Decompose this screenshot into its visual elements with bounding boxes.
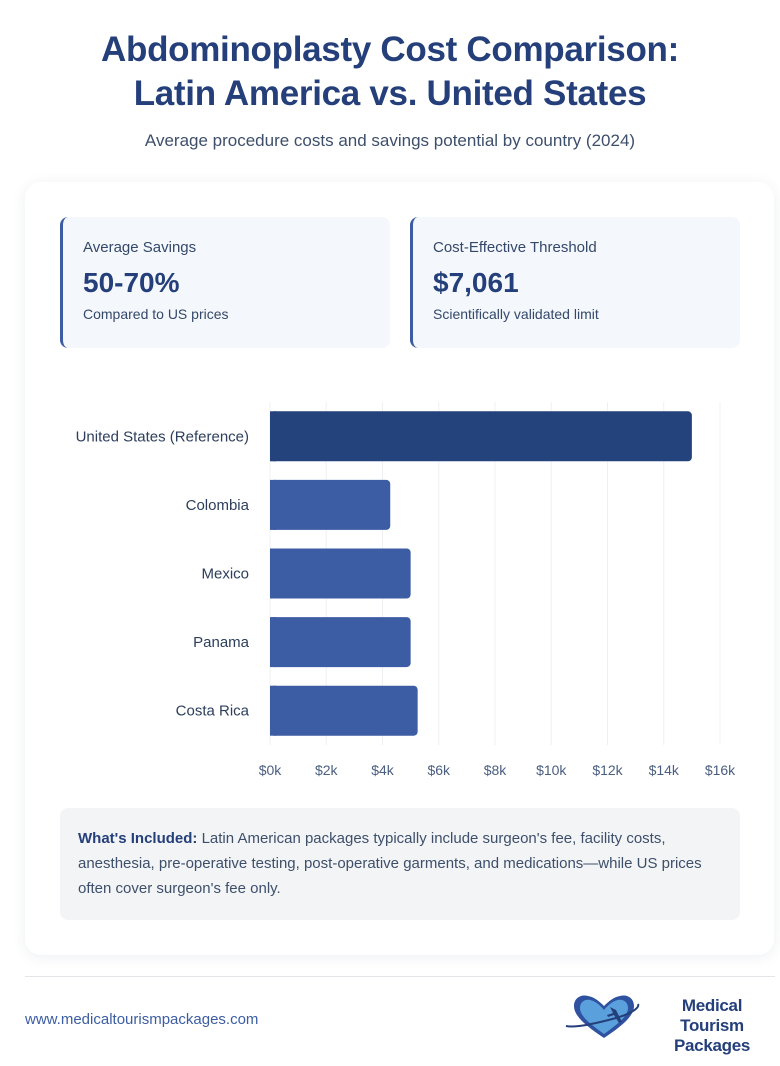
x-tick-label: $4k — [371, 762, 395, 778]
title-line-1: Abdominoplasty Cost Comparison: — [101, 30, 679, 69]
x-axis-ticks: $0k $2k $4k $6k $8k $10k $12k $14k $16k — [259, 762, 736, 778]
x-tick-label: $12k — [592, 762, 623, 778]
bar-base — [270, 548, 276, 599]
footer-divider — [25, 976, 775, 977]
bar-base — [270, 479, 276, 530]
category-label: United States (Reference) — [76, 428, 249, 445]
bar-chart: United States (Reference) Colombia Mexico P… — [76, 402, 736, 778]
logo-line-2: Packages — [673, 1036, 751, 1055]
stat-subtext: Compared to US prices — [83, 306, 229, 322]
x-tick-label: $0k — [259, 762, 283, 778]
bar-panama — [270, 617, 411, 668]
note-heading: What's Included: — [78, 830, 198, 847]
category-labels: United States (Reference) Colombia Mexico P… — [76, 428, 250, 719]
x-tick-label: $6k — [427, 762, 451, 778]
category-label: Colombia — [186, 497, 250, 514]
logo-line-1: Medical Tourism — [680, 996, 744, 1035]
bar-united-states-reference — [270, 411, 692, 462]
bar-mexico — [270, 548, 411, 599]
stat-subtext: Scientifically validated limit — [433, 306, 599, 322]
stat-value: 50-70% — [83, 267, 180, 298]
note-text: Latin American packages typically includ… — [78, 830, 702, 897]
included-note: What's Included: Latin American packages… — [60, 808, 740, 920]
x-tick-label: $14k — [649, 762, 680, 778]
x-tick-label: $8k — [484, 762, 508, 778]
bar-base — [270, 411, 276, 462]
heart-plane-logo-icon — [565, 995, 640, 1038]
bars — [270, 411, 692, 736]
x-tick-label: $2k — [315, 762, 339, 778]
title-line-2: Latin America vs. United States — [133, 74, 647, 113]
stat-card-cost-threshold: Cost-Effective Threshold $7,061 Scientif… — [410, 217, 740, 348]
category-label: Panama — [193, 634, 250, 651]
bar-base — [270, 685, 276, 736]
category-label: Mexico — [201, 566, 249, 583]
category-label: Costa Rica — [176, 703, 250, 720]
logo-text: Medical Tourism Packages — [648, 996, 776, 1056]
page-subtitle: Average procedure costs and savings pote… — [144, 131, 636, 150]
stat-label: Average Savings — [83, 239, 197, 256]
x-tick-label: $10k — [536, 762, 567, 778]
website-link[interactable]: www.medicaltourismpackages.com — [25, 1011, 259, 1028]
stat-card-average-savings: Average Savings 50-70% Compared to US pr… — [60, 217, 390, 348]
stat-label: Cost-Effective Threshold — [433, 239, 597, 256]
bar-base — [270, 617, 276, 668]
brand-logo: Medical Tourism Packages — [564, 994, 776, 1055]
stat-value: $7,061 — [433, 267, 519, 298]
bar-costa-rica — [270, 685, 418, 736]
bar-colombia — [270, 479, 391, 530]
page-title: Abdominoplasty Cost Comparison: Latin Am… — [0, 28, 780, 116]
x-tick-label: $16k — [705, 762, 736, 778]
main-card: Average Savings 50-70% Compared to US pr… — [25, 182, 774, 955]
